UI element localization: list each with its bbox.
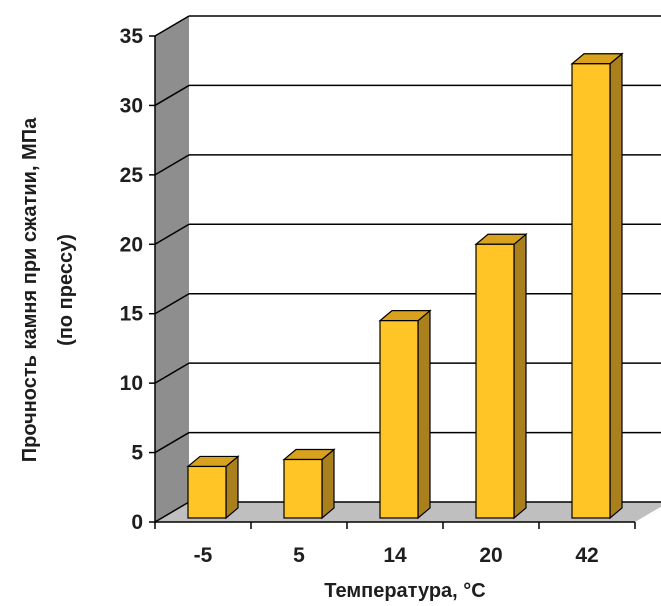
y-axis-title-group: Прочность камня при сжатии, МПа (по прес…	[19, 117, 77, 462]
y-tick-label: 30	[120, 94, 143, 117]
y-tick-label: 25	[120, 164, 144, 187]
gridline-diagonal	[154, 362, 190, 384]
bar	[378, 309, 432, 520]
x-tick-label: -5	[194, 544, 213, 567]
gridline-diagonal	[154, 15, 190, 37]
x-tick-label: 42	[575, 544, 598, 567]
x-tick-label: 20	[479, 544, 502, 567]
gridline-diagonal	[154, 154, 190, 176]
bar	[570, 52, 624, 520]
x-tick-label: 5	[293, 544, 305, 567]
x-axis: -5 5 14 20 42	[154, 521, 636, 567]
bar	[282, 448, 336, 520]
y-tick-label: 20	[120, 233, 143, 256]
bars	[186, 52, 624, 520]
bar-side	[417, 309, 431, 520]
bar-front	[379, 320, 419, 519]
bar-front	[283, 458, 323, 519]
bar-side	[321, 448, 335, 520]
gridline-diagonal	[154, 223, 190, 245]
bar-front	[475, 243, 515, 519]
bar-front	[571, 63, 611, 519]
y-axis-title-line2: (по прессу)	[55, 234, 77, 346]
y-tick-label: 0	[131, 511, 143, 534]
y-axis: 0 5 10 15 20 25 30 35	[120, 25, 156, 534]
y-axis-title: Прочность камня при сжатии, МПа	[19, 117, 41, 462]
gridline-diagonal	[154, 431, 190, 454]
bar	[186, 455, 240, 520]
y-tick-label: 5	[131, 442, 143, 465]
x-axis-title: Температура, °C	[324, 580, 485, 602]
gridline-diagonal	[154, 84, 190, 107]
bar-side	[513, 233, 527, 520]
y-tick-label: 15	[120, 303, 144, 326]
x-tick-label: 14	[383, 544, 407, 567]
y-tick-label: 35	[120, 25, 144, 48]
chart-side-wall	[155, 16, 189, 522]
bar	[474, 233, 528, 520]
bar-side	[609, 52, 623, 520]
bar-front	[187, 465, 227, 519]
gridline-diagonal	[154, 293, 190, 315]
y-tick-label: 10	[120, 372, 143, 395]
gridline-diagonal	[154, 501, 190, 523]
chart-back-wall	[189, 16, 661, 502]
